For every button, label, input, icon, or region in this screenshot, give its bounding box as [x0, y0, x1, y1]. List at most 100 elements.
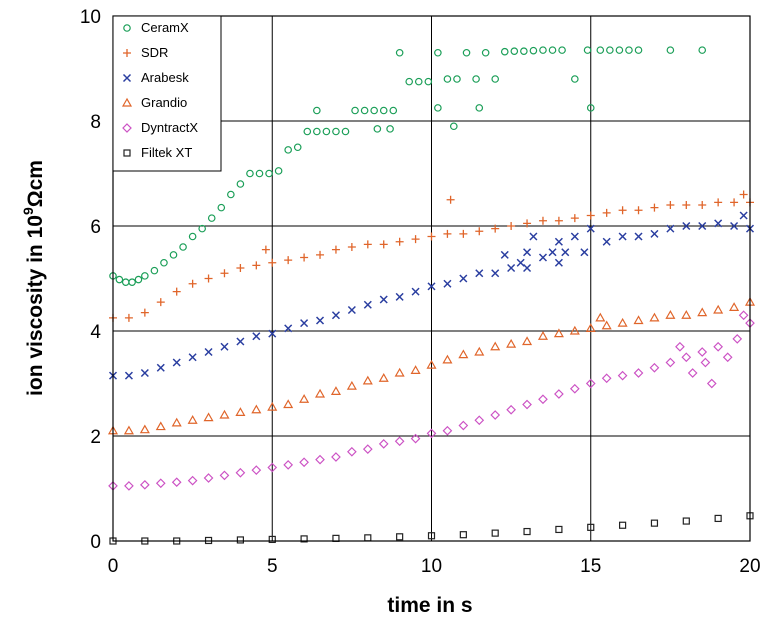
data-point	[268, 258, 277, 267]
data-point	[360, 106, 369, 115]
data-point	[219, 470, 230, 481]
data-point	[378, 373, 389, 382]
data-point	[251, 404, 262, 414]
data-point	[395, 237, 404, 246]
data-point	[682, 517, 690, 525]
data-point	[474, 415, 485, 426]
data-point	[236, 337, 245, 346]
data-point	[722, 352, 733, 363]
data-point	[555, 525, 563, 534]
data-point	[155, 478, 166, 489]
data-point	[633, 368, 644, 378]
data-point	[548, 248, 557, 257]
data-point	[187, 475, 198, 486]
data-point	[491, 269, 500, 278]
data-point	[251, 465, 262, 475]
data-point	[462, 48, 471, 57]
data-point	[373, 125, 382, 133]
data-point	[123, 425, 134, 435]
series-arabesk	[108, 211, 755, 380]
data-point	[706, 378, 717, 389]
data-point	[618, 206, 627, 215]
legend-marker-grandio	[121, 97, 133, 107]
data-point	[634, 232, 643, 241]
data-point	[426, 359, 437, 369]
data-point	[666, 46, 675, 54]
data-point	[538, 216, 547, 225]
data-point	[268, 535, 276, 544]
data-point	[490, 341, 501, 351]
y-axis-title: ion viscosity in 109Ωcm	[20, 160, 47, 396]
legend-marker-filtek-xt	[123, 149, 131, 157]
data-point	[347, 305, 356, 315]
data-point	[553, 328, 564, 338]
data-point	[713, 341, 723, 352]
data-point	[446, 195, 455, 204]
data-point	[617, 317, 628, 327]
data-point	[459, 229, 468, 238]
data-point	[697, 347, 708, 357]
data-point	[459, 531, 467, 539]
data-point	[458, 349, 469, 359]
data-point	[481, 48, 490, 57]
data-point	[252, 332, 261, 341]
data-point	[516, 258, 525, 267]
data-point	[730, 198, 739, 207]
data-point	[522, 336, 533, 346]
data-point	[739, 190, 748, 199]
data-point	[171, 477, 182, 488]
data-point	[739, 211, 748, 220]
data-point	[246, 169, 254, 178]
series-dyntractx	[108, 310, 755, 491]
data-point	[236, 536, 244, 544]
data-point	[188, 279, 197, 288]
data-point	[141, 272, 149, 280]
data-point	[427, 532, 436, 540]
data-point	[602, 208, 611, 217]
data-point	[618, 521, 627, 529]
data-point	[255, 169, 264, 178]
data-point	[140, 308, 149, 317]
data-point	[362, 375, 373, 385]
data-point	[389, 106, 398, 115]
data-point	[491, 529, 499, 537]
data-point	[507, 263, 516, 273]
data-point	[134, 275, 143, 284]
data-point	[585, 378, 596, 389]
data-point	[424, 77, 433, 86]
data-point	[500, 250, 509, 259]
data-point	[601, 373, 612, 384]
x-tick-label: 5	[267, 556, 278, 577]
data-point	[284, 146, 292, 154]
data-point	[570, 214, 579, 223]
data-point	[583, 46, 592, 54]
data-point	[681, 352, 692, 363]
data-point	[617, 370, 628, 381]
data-point	[665, 357, 676, 368]
data-point	[634, 46, 643, 54]
data-point	[650, 519, 659, 527]
data-point	[606, 46, 614, 54]
data-point	[204, 347, 213, 357]
data-point	[267, 401, 278, 411]
data-point	[697, 307, 708, 317]
series-layer	[107, 46, 756, 545]
data-point	[171, 417, 182, 427]
plot-frame	[112, 15, 751, 542]
data-point	[261, 245, 270, 254]
data-point	[506, 338, 517, 348]
data-point	[265, 169, 273, 178]
data-point	[520, 47, 528, 55]
data-point	[351, 106, 359, 115]
data-point	[268, 329, 277, 338]
legend: CeramX SDR Arabesk Grandio DyntractX Filtek X…	[112, 15, 222, 172]
data-point	[548, 46, 557, 54]
legend-marker-sdr	[123, 49, 131, 57]
data-point	[569, 325, 580, 335]
data-point	[474, 346, 485, 356]
data-point	[394, 436, 405, 447]
data-point	[569, 383, 580, 394]
data-point	[475, 227, 484, 236]
data-point	[395, 292, 404, 301]
data-point	[491, 224, 500, 233]
